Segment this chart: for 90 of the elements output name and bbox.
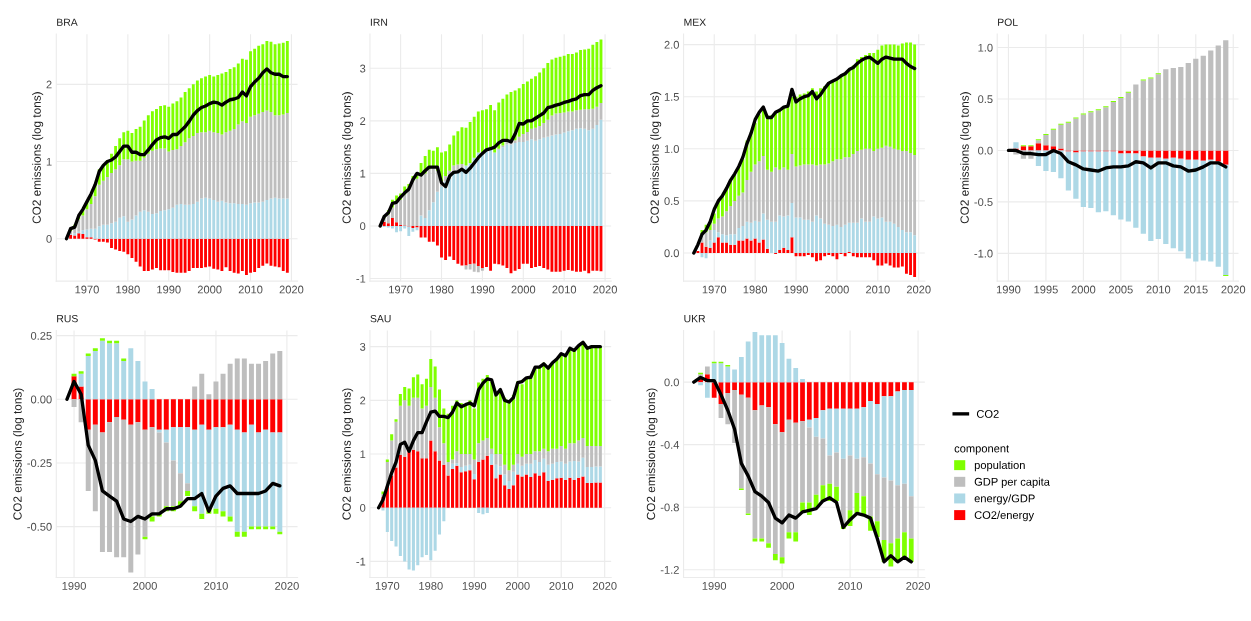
chart-title: POL — [998, 18, 1018, 26]
legend-label: CO2 — [976, 409, 999, 418]
y-tick-label: 0.0 — [664, 249, 679, 258]
y-tick-label: 2 — [46, 80, 52, 89]
x-tick-label: 1980 — [419, 581, 443, 590]
chart-title: SAU — [370, 314, 391, 323]
y-tick-label: -1 — [356, 274, 366, 283]
x-tick-label: 1990 — [157, 285, 181, 294]
x-tick-label: 2000 — [825, 285, 849, 294]
x-tick-label: 1990 — [784, 285, 808, 294]
x-tick-label: 2010 — [838, 581, 863, 590]
y-axis-title: CO2 emissions (log tons) — [646, 388, 658, 520]
chart-title: IRN — [370, 18, 388, 26]
y-axis-title: CO2 emissions (log tons) — [32, 92, 44, 224]
x-tick-label: 1970 — [702, 285, 727, 294]
y-tick-label: 1.0 — [978, 43, 993, 52]
x-tick-label: 2020 — [1221, 285, 1246, 294]
x-tick-label: 1970 — [375, 581, 400, 590]
y-tick-label: 1.5 — [664, 93, 679, 101]
x-tick-label: 1990 — [62, 581, 86, 590]
x-tick-label: 2010 — [238, 285, 263, 294]
y-tick-label: -0.5 — [974, 198, 993, 207]
y-tick-label: -1 — [356, 557, 366, 566]
y-tick-label: -1.2 — [660, 565, 679, 574]
x-tick-label: 1970 — [389, 285, 413, 294]
y-axis-title: CO2 emissions (log tons) — [342, 388, 354, 520]
y-tick-label: 1.0 — [664, 145, 679, 153]
legend-title: component — [954, 445, 1010, 455]
y-tick-label: 0.0 — [978, 146, 993, 155]
y-tick-label: 1 — [360, 169, 366, 178]
y-tick-label: -0.50 — [27, 522, 52, 531]
chart-title: UKR — [684, 315, 706, 323]
x-tick-label: 1990 — [702, 581, 727, 590]
x-tick-label: 2010 — [204, 581, 228, 590]
x-tick-label: 2020 — [275, 581, 299, 590]
legend-label: population — [974, 460, 1025, 472]
y-tick-label: 0 — [46, 234, 52, 243]
x-tick-label: 2010 — [1146, 285, 1171, 294]
y-tick-label: 3 — [360, 342, 366, 351]
y-axis-title: CO2 emissions (log tons) — [13, 388, 25, 520]
y-tick-label: 0 — [360, 222, 366, 231]
x-tick-label: 2000 — [511, 285, 536, 294]
y-tick-label: -0.25 — [27, 459, 52, 468]
y-axis-title: CO2 emissions (log tons) — [960, 92, 972, 224]
x-tick-label: 1980 — [116, 285, 140, 294]
x-tick-label: 2010 — [549, 581, 574, 590]
y-tick-label: 2 — [360, 117, 366, 125]
y-tick-label: 0.0 — [664, 378, 679, 387]
x-tick-label: 2020 — [906, 581, 930, 590]
x-tick-label: 2000 — [197, 285, 222, 294]
x-tick-label: 2005 — [1109, 285, 1133, 294]
legend-label: CO2/energy — [974, 510, 1035, 522]
y-tick-label: -0.4 — [660, 440, 680, 449]
x-tick-label: 2010 — [552, 285, 577, 294]
x-tick-label: 2020 — [593, 285, 617, 294]
x-tick-label: 1980 — [429, 285, 454, 294]
x-tick-label: 1980 — [743, 285, 768, 294]
x-tick-label: 2020 — [906, 285, 931, 294]
x-tick-label: 2000 — [770, 581, 795, 590]
x-tick-label: 2020 — [592, 581, 617, 590]
x-tick-label: 2020 — [279, 285, 304, 294]
y-tick-label: 2 — [360, 396, 366, 405]
x-tick-label: 1990 — [462, 581, 487, 590]
y-tick-label: 1 — [46, 157, 52, 166]
y-tick-label: 3 — [360, 64, 366, 73]
y-axis-title: CO2 emissions (log tons) — [342, 92, 354, 224]
chart-title: MEX — [684, 18, 706, 26]
x-tick-label: 1995 — [1034, 285, 1058, 294]
x-tick-label: 2000 — [133, 581, 157, 590]
legend-label: GDP per capita — [974, 477, 1050, 488]
x-tick-label: 2015 — [1183, 285, 1208, 294]
y-tick-label: 0.25 — [30, 331, 52, 340]
x-tick-label: 1990 — [996, 285, 1021, 294]
x-tick-label: 1970 — [75, 285, 99, 294]
x-tick-label: 2010 — [866, 285, 890, 294]
y-tick-label: 0 — [360, 504, 366, 512]
chart-title: BRA — [57, 18, 78, 26]
x-tick-label: 1990 — [470, 285, 495, 294]
y-tick-label: 1 — [360, 450, 366, 459]
y-axis-title: CO2 emissions (log tons) — [650, 92, 662, 224]
y-tick-label: -0.8 — [660, 503, 679, 512]
x-tick-label: 2000 — [505, 581, 530, 590]
y-tick-label: 0.5 — [664, 197, 679, 206]
y-tick-label: 2.0 — [664, 40, 679, 49]
y-tick-label: 0.00 — [30, 395, 52, 404]
legend-label: energy/GDP — [974, 494, 1035, 505]
x-tick-label: 2000 — [1071, 285, 1096, 294]
chart-title: RUS — [57, 314, 78, 323]
y-tick-label: -1.0 — [974, 249, 993, 258]
y-tick-label: 0.5 — [978, 95, 993, 104]
